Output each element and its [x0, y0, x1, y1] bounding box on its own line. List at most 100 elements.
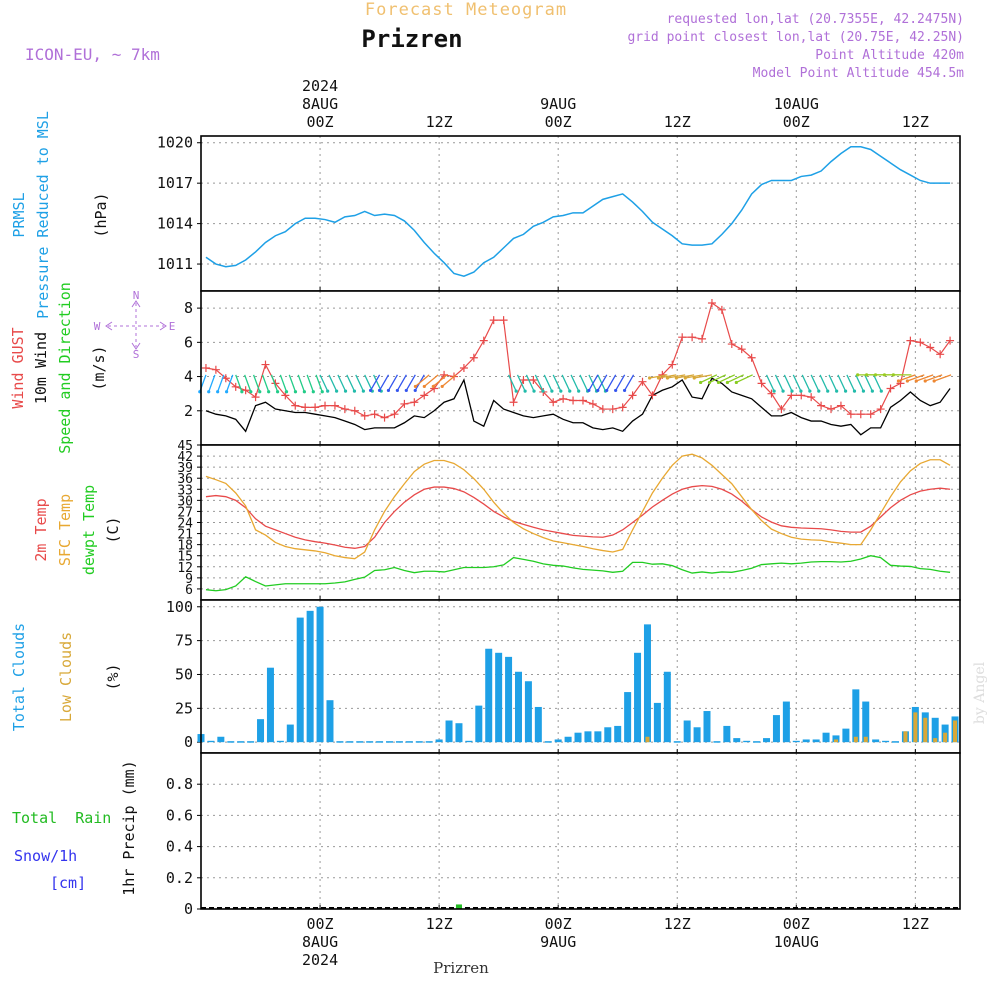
- total-cloud-bar: [465, 740, 473, 743]
- wind-arrow-head: [395, 388, 399, 393]
- wind-arrow-head: [808, 389, 812, 393]
- wind-gust-marker: [628, 391, 637, 400]
- wind-direction-arrow: [624, 374, 635, 391]
- low-cloud-bar: [853, 736, 858, 743]
- top-axis-label: 00Z: [307, 113, 334, 131]
- wind-direction-arrow: [319, 374, 329, 392]
- wind-arrow-head: [856, 373, 860, 377]
- total-cloud-bar: [247, 741, 255, 743]
- total-cloud-bar: [673, 741, 681, 743]
- wind-panel: 2 4 6 8: [184, 290, 961, 446]
- wind-arrow-head: [932, 379, 936, 383]
- wind-direction-arrow: [370, 374, 381, 391]
- wind-direction-arrow: [507, 374, 517, 392]
- wind-arrow-head: [873, 373, 878, 377]
- wind-arrow-head: [674, 376, 678, 380]
- total-cloud-bar: [534, 706, 542, 743]
- wind-arrow-head: [799, 389, 803, 393]
- total-cloud-bar: [366, 741, 374, 743]
- wind-direction-arrow: [405, 374, 416, 391]
- wind-direction-arrow: [736, 374, 753, 384]
- top-axis-label: 12Z: [902, 113, 929, 131]
- wind-direction-arrow: [907, 374, 925, 382]
- precip-panel: 0 0.2 0.4 0.6 0.8: [166, 752, 961, 918]
- total-cloud-bar: [296, 617, 304, 743]
- temp-sfc-label: SFC Temp: [56, 494, 74, 566]
- wind-gust-marker: [291, 401, 300, 410]
- wind-gust-marker: [588, 399, 597, 408]
- pressure-series-line: [205, 146, 951, 277]
- wind-arrow-head: [835, 389, 839, 393]
- total-cloud-bar: [822, 732, 830, 743]
- wind-arrow-head: [656, 376, 661, 380]
- temp-ytick-label: 45: [177, 439, 193, 454]
- compass-rose: N W E S: [94, 289, 176, 361]
- pressure-ytick-label: 1017: [157, 174, 193, 192]
- wind-direction-arrow: [516, 374, 526, 392]
- wind-gust-marker: [638, 377, 647, 386]
- wind-gust-marker: [350, 406, 359, 415]
- total-cloud-bar: [852, 689, 860, 743]
- total-cloud-bar: [574, 732, 582, 743]
- bottom-axis-label: 12Z: [426, 915, 453, 933]
- wind-gust-marker: [856, 410, 865, 419]
- wind-direction-arrow: [225, 374, 234, 392]
- wind-gust-marker: [321, 401, 330, 410]
- low-cloud-bar: [953, 720, 958, 743]
- wind-gust-marker: [906, 336, 915, 345]
- wind-arrow-head: [368, 388, 373, 393]
- total-cloud-bar: [435, 739, 443, 743]
- footer-location: Prizren: [433, 959, 489, 977]
- wind-direction-arrow: [261, 374, 270, 392]
- wind-direction-arrow: [441, 374, 457, 387]
- wind-arrow-head: [377, 388, 382, 393]
- total-cloud-bar: [931, 717, 939, 743]
- wind-gust-line: [205, 302, 951, 419]
- total-cloud-bar: [207, 740, 215, 743]
- wind-direction-arrow: [570, 374, 580, 392]
- total-cloud-bar: [663, 671, 671, 743]
- wind-direction-arrow: [543, 374, 553, 392]
- wind-arrow-head: [320, 390, 324, 394]
- bottom-axis-label: 00Z: [545, 915, 572, 933]
- wind-gust-marker: [420, 391, 429, 400]
- wind-dir-label: Speed and Direction: [56, 282, 74, 454]
- total-cloud-bar: [326, 700, 334, 743]
- total-cloud-bar: [772, 715, 780, 743]
- precip-ytick-label: 0: [184, 900, 193, 918]
- wind-gust-marker: [459, 364, 468, 372]
- top-axis-label: 8AUG: [302, 95, 338, 113]
- wind-direction-arrow: [774, 374, 784, 392]
- top-axis-label: 00Z: [783, 113, 810, 131]
- total-cloud-bar: [485, 648, 493, 743]
- total-cloud-bar: [812, 739, 820, 743]
- wind-gust-marker: [519, 375, 528, 384]
- wind-arrow-head: [284, 390, 289, 394]
- wind-ytick-label: 4: [184, 368, 193, 386]
- wind-arrow-head: [734, 380, 738, 385]
- wind-arrow-head: [699, 380, 703, 385]
- wind-arrow-head: [352, 389, 357, 393]
- wind-direction-arrow: [916, 374, 934, 382]
- precip-rain-label: Total Rain: [12, 809, 111, 827]
- temp-ytick-label: 15: [177, 550, 193, 565]
- total-cloud-bar: [782, 701, 790, 743]
- precip-frame: [200, 752, 961, 910]
- wind-gust-marker: [727, 340, 736, 349]
- wind-direction-arrow: [700, 374, 718, 384]
- wind-direction-arrow: [297, 374, 305, 392]
- bottom-axis-label: 00Z: [783, 915, 810, 933]
- forecast-meteogram-title: Forecast Meteogram: [365, 0, 567, 20]
- wind-gust-marker: [549, 398, 558, 407]
- precip-cm-label: [cm]: [50, 874, 86, 892]
- total-cloud-bar: [753, 741, 761, 743]
- temp-ytick-label: 6: [185, 583, 193, 598]
- pressure-unit: (hPa): [92, 192, 110, 237]
- clouds-panel: 0 25 50 75 100: [166, 598, 961, 754]
- wind-gust-marker: [340, 405, 349, 414]
- clouds-unit: (%): [104, 663, 122, 690]
- total-cloud-bar: [872, 739, 880, 743]
- total-cloud-bar: [564, 736, 572, 743]
